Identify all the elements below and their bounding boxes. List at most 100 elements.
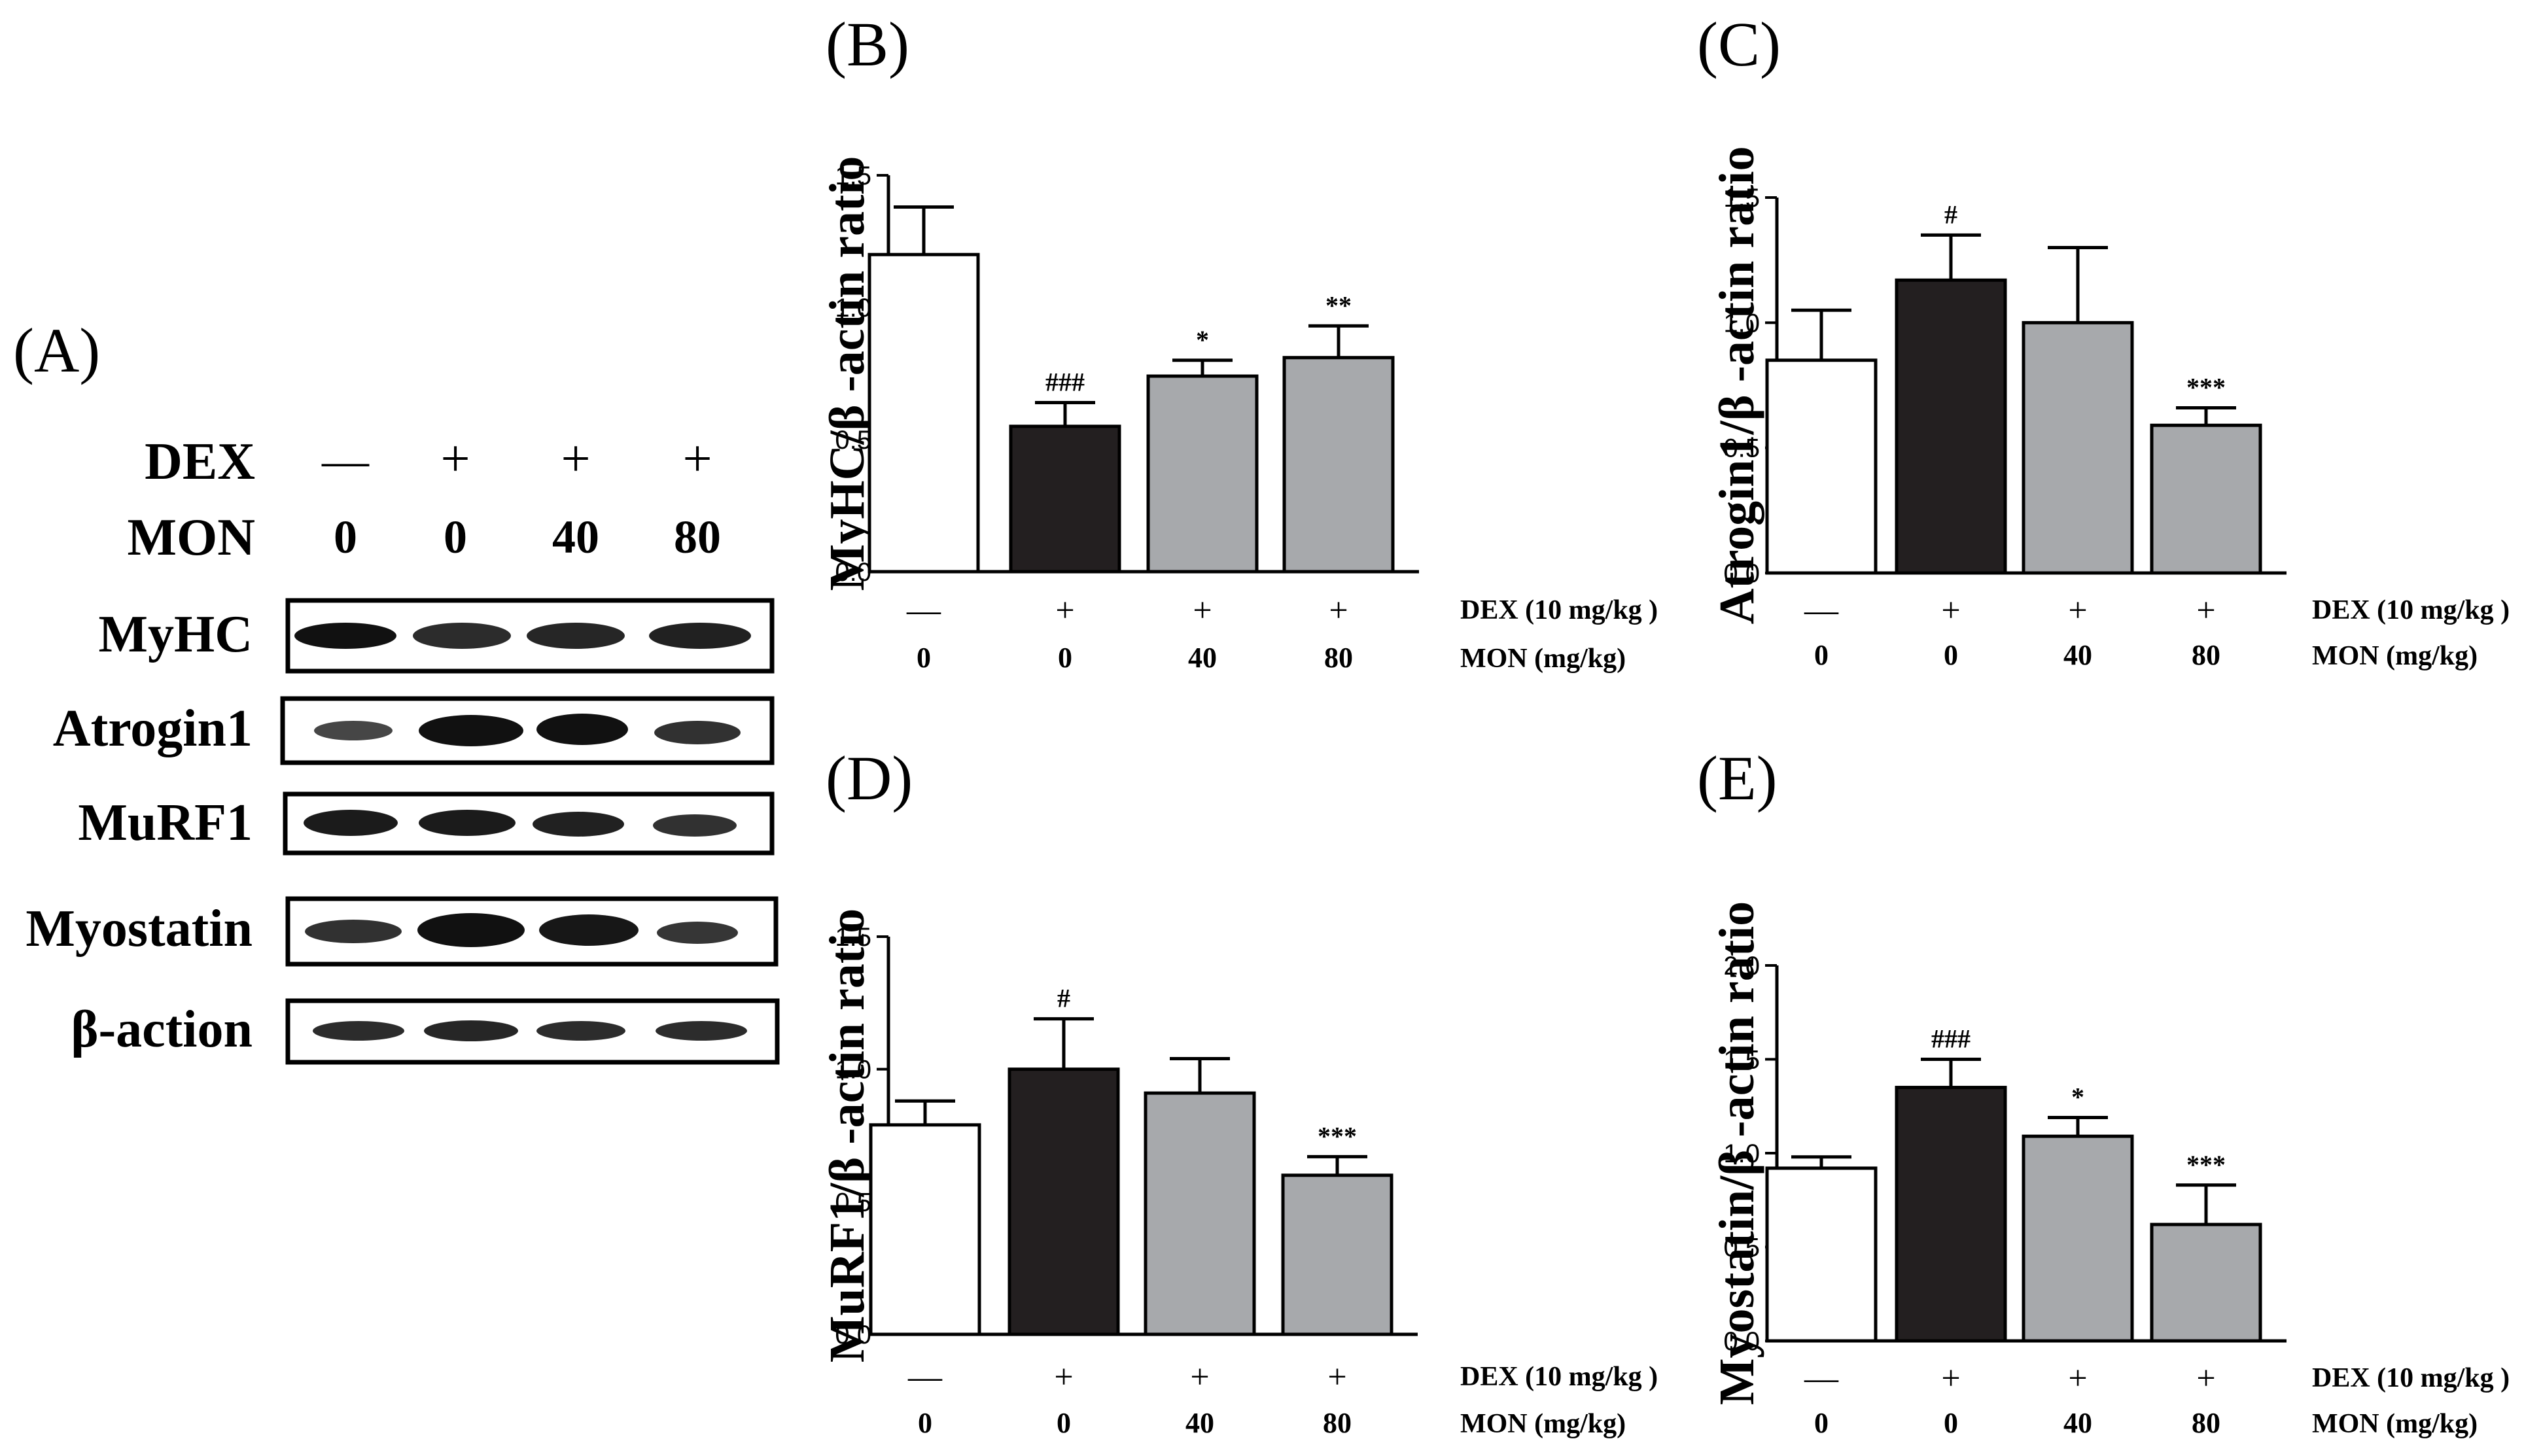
y-tick-label: 1.5 (835, 162, 871, 190)
mon-row-label: MON (127, 509, 255, 566)
bar-1 (1765, 1166, 1878, 1343)
mon-value-4: 80 (1323, 1407, 1352, 1439)
panel-label-b: (B) (826, 9, 909, 79)
mon-value-4: 80 (2192, 1407, 2220, 1439)
y-axis-title: Atrogin1/β -actin ratio (1709, 147, 1764, 625)
blot-band-myhc-2 (413, 623, 511, 649)
y-tick-label: 1.0 (835, 294, 871, 322)
y-tick-label: 1.0 (1723, 309, 1760, 338)
blot-band-murf1-3 (533, 812, 624, 837)
y-tick-label: 1.5 (1723, 184, 1760, 213)
bar-4 (1282, 356, 1395, 574)
blot-dex-sign-2: + (440, 430, 470, 488)
bar-3 (2022, 1134, 2134, 1343)
blot-band-beta-actin-3 (536, 1021, 625, 1041)
blot-band-murf1-2 (419, 810, 516, 836)
y-tick-label: 1.5 (1723, 1046, 1760, 1075)
blot-band-myhc-1 (294, 623, 396, 649)
mon-value-3: 40 (1185, 1407, 1214, 1439)
dex-sign-3: + (1190, 1359, 1209, 1396)
blot-band-myhc-4 (649, 623, 751, 649)
y-tick-label: 0.5 (1723, 1234, 1760, 1262)
dex-sign-4: + (1327, 1359, 1346, 1396)
blot-band-myostatin-2 (417, 913, 525, 947)
dex-sign-2: + (1941, 1360, 1960, 1397)
y-tick-label: 1.0 (835, 1056, 871, 1084)
mon-value-2: 0 (1058, 642, 1072, 674)
significance-label-3: * (2071, 1082, 2084, 1111)
blot-dex-sign-1: — (321, 434, 370, 487)
mon-dose-label: MON (mg/kg) (2312, 1409, 2478, 1439)
dex-sign-1: — (907, 1359, 943, 1396)
mon-value-2: 0 (1057, 1407, 1071, 1439)
blot-box-myostatin (285, 896, 779, 967)
dex-sign-4: + (1329, 592, 1348, 629)
blot-band-murf1-4 (653, 814, 737, 837)
dex-sign-2: + (1941, 592, 1960, 629)
dex-sign-1: — (1804, 592, 1839, 629)
blot-box-myhc (285, 598, 775, 674)
bar-3 (1146, 374, 1259, 574)
bar-2 (1009, 425, 1121, 574)
y-tick-label: 0.0 (835, 1321, 871, 1349)
blot-band-beta-actin-1 (313, 1021, 404, 1041)
mon-value-4: 80 (2192, 639, 2220, 671)
blot-band-murf1-1 (304, 810, 398, 836)
blot-label-myostatin: Myostatin (26, 900, 253, 958)
y-tick-label: 0.0 (835, 558, 871, 587)
bar-2 (1008, 1067, 1120, 1336)
significance-label-2: ### (1931, 1024, 1971, 1054)
blot-mon-value-1: 0 (334, 511, 357, 563)
blot-mon-value-3: 40 (552, 511, 599, 563)
blot-band-myostatin-4 (657, 922, 738, 944)
bar-1 (1765, 358, 1878, 575)
mon-value-2: 0 (1944, 639, 1958, 671)
blot-dex-sign-3: + (561, 430, 590, 488)
blot-box-beta-actin (285, 998, 780, 1065)
significance-label-4: *** (2186, 1150, 2226, 1179)
blot-band-atrogin1-1 (314, 721, 393, 740)
blot-label-myhc: MyHC (98, 606, 253, 663)
mon-value-3: 40 (2063, 1407, 2092, 1439)
mon-dose-label: MON (mg/kg) (2312, 641, 2478, 671)
panel-label-c: (C) (1697, 9, 1781, 79)
panel-a-western-blot: (A) DEX MON — + + + 0 0 40 80 MyHC Atrog… (13, 315, 780, 1065)
dex-dose-label: DEX (10 mg/kg ) (1460, 1362, 1658, 1392)
bar-2 (1895, 278, 2007, 575)
y-tick-label: 0.5 (1723, 434, 1760, 463)
y-tick-label: 0.5 (835, 1188, 871, 1217)
dex-sign-3: + (2068, 592, 2087, 629)
blot-label-murf1: MuRF1 (78, 794, 253, 852)
dex-sign-4: + (2196, 592, 2215, 629)
significance-label-2: # (1944, 199, 1957, 229)
bar-1 (869, 1123, 981, 1336)
dex-sign-3: + (2068, 1360, 2087, 1397)
bar-1 (867, 252, 980, 574)
blot-box-murf1 (283, 791, 775, 856)
dex-sign-4: + (2196, 1360, 2215, 1397)
panel-label-d: (D) (826, 743, 913, 813)
dex-dose-label: DEX (10 mg/kg ) (2312, 595, 2510, 625)
blot-band-myhc-3 (527, 623, 625, 649)
mon-value-1: 0 (917, 642, 931, 674)
dex-sign-1: — (1804, 1360, 1839, 1397)
y-tick-label: 1.5 (835, 923, 871, 952)
blot-band-atrogin1-2 (419, 715, 523, 746)
significance-label-4: ** (1325, 290, 1352, 320)
dex-sign-3: + (1193, 592, 1212, 629)
blot-box-atrogin1 (280, 696, 775, 765)
blot-band-beta-actin-4 (656, 1021, 747, 1041)
panel-label-e: (E) (1697, 743, 1778, 813)
mon-value-3: 40 (1188, 642, 1217, 674)
bar-2 (1895, 1086, 2007, 1343)
bar-4 (2150, 423, 2262, 575)
y-tick-label: 0.0 (1723, 559, 1760, 588)
significance-label-4: *** (2186, 372, 2226, 402)
significance-label-2: ### (1045, 367, 1085, 396)
mon-value-1: 0 (1814, 1407, 1829, 1439)
bar-4 (2150, 1222, 2262, 1343)
panel-a-label: (A) (13, 315, 100, 385)
